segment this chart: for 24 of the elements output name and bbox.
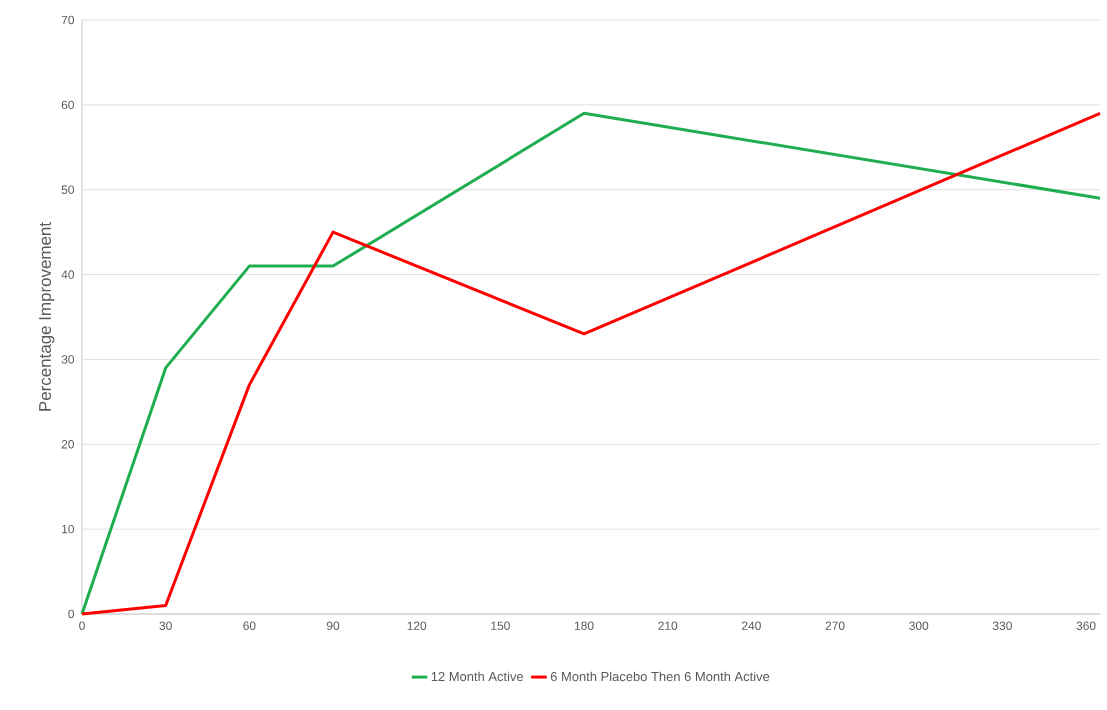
- legend-label: 12 Month Active: [431, 671, 524, 682]
- x-tick-label: 300: [909, 621, 929, 630]
- x-tick-label: 30: [159, 621, 172, 630]
- x-tick-label: 330: [992, 621, 1012, 630]
- x-tick-label: 210: [658, 621, 678, 630]
- x-tick-label: 240: [742, 621, 761, 630]
- legend-label: 6 Month Placebo Then 6 Month Active: [550, 671, 770, 682]
- y-tick-label: 30: [61, 355, 75, 364]
- y-axis-title: Percentage Improvement: [39, 222, 55, 411]
- x-tick-label: 360: [1076, 621, 1096, 630]
- x-tick-label: 150: [491, 621, 510, 630]
- y-tick-label: 10: [62, 524, 75, 534]
- x-tick-label: 180: [574, 621, 594, 630]
- x-tick-label: 0: [79, 621, 85, 630]
- y-tick-label: 20: [61, 440, 75, 449]
- x-tick-label: 120: [407, 621, 427, 630]
- y-tick-label: 0: [68, 609, 75, 619]
- x-tick-label: 270: [825, 621, 845, 630]
- x-tick-label: 60: [243, 621, 256, 630]
- y-tick-label: 70: [61, 15, 75, 25]
- y-tick-label: 40: [61, 270, 75, 279]
- y-tick-label: 60: [61, 100, 75, 110]
- x-tick-label: 90: [326, 621, 340, 630]
- y-tick-label: 50: [61, 185, 75, 194]
